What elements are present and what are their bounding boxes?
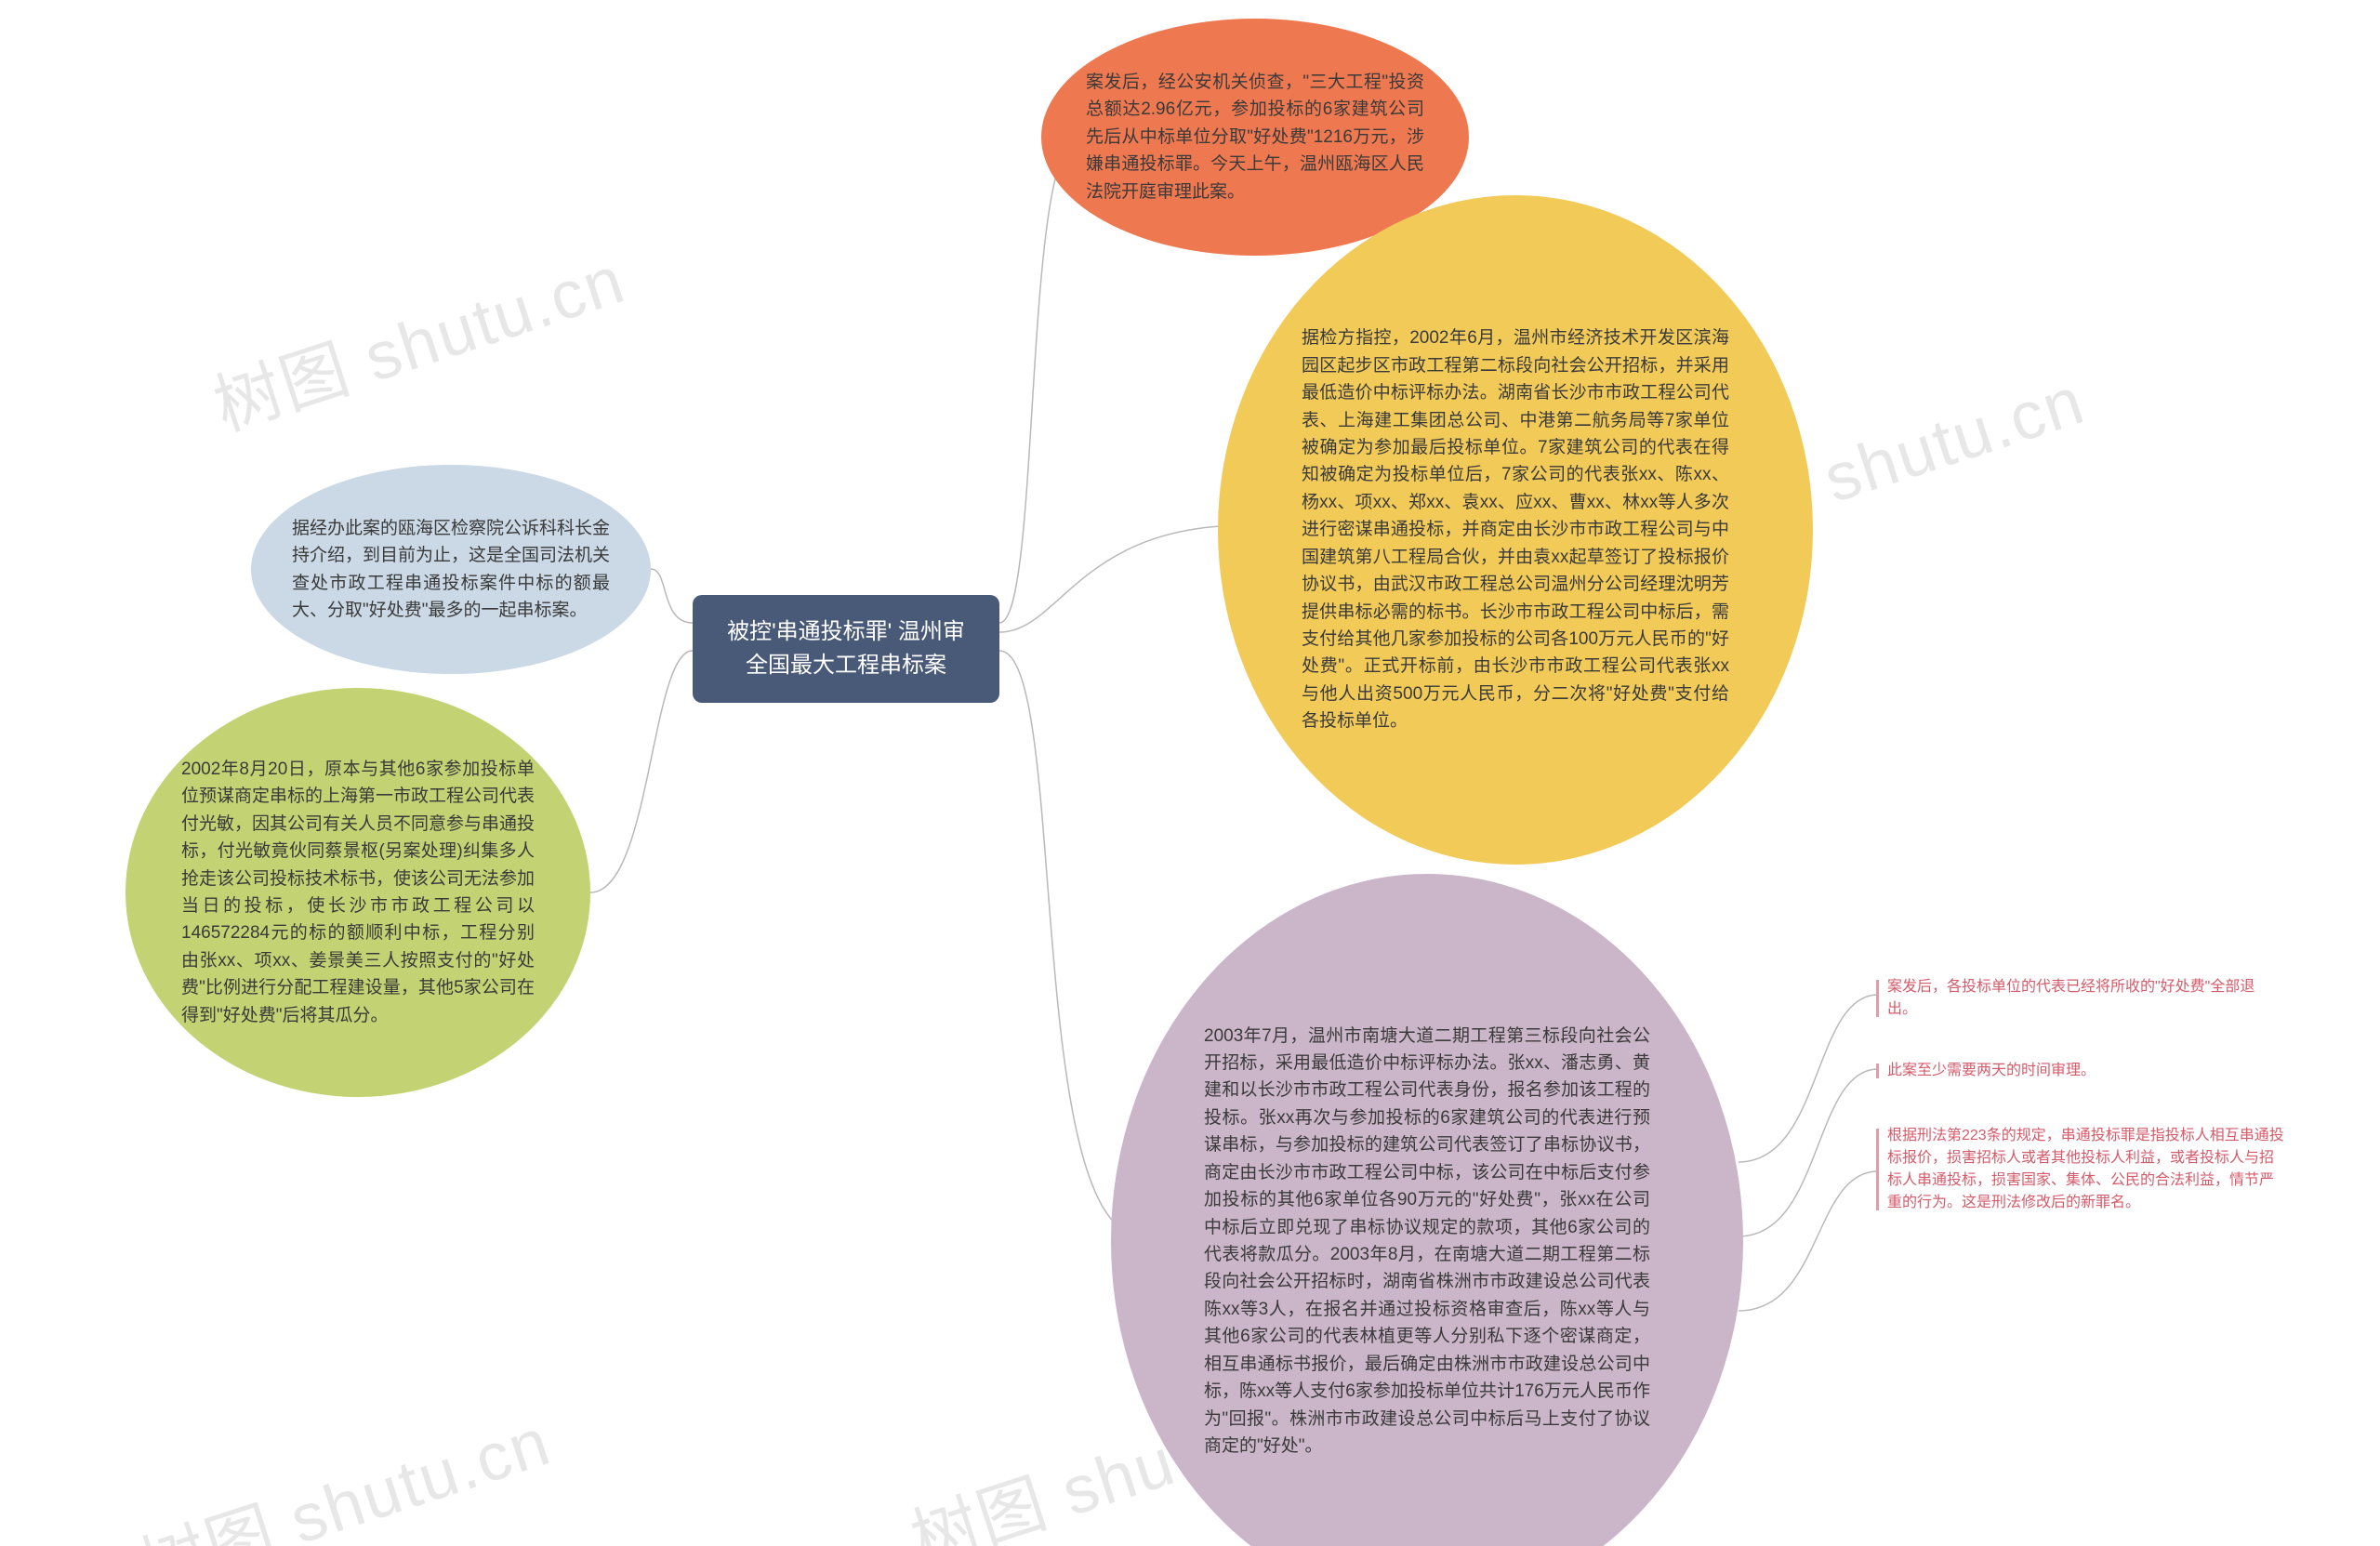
mindmap-canvas: 树图 shutu.cn 树图 shutu.cn 树图 shutu.cn 树图 s… [0, 0, 2380, 1546]
watermark: 树图 shutu.cn [126, 1387, 561, 1546]
side-note-3: 根据刑法第223条的规定，串通投标罪是指投标人相互串通投标报价，损害招标人或者其… [1887, 1125, 2287, 1214]
side-note-1: 案发后，各投标单位的代表已经将所收的"好处费"全部退出。 [1887, 976, 2278, 1021]
side-note-2: 此案至少需要两天的时间审理。 [1887, 1060, 2278, 1082]
branch-node-3[interactable]: 2003年7月，温州市南塘大道二期工程第三标段向社会公开招标，采用最低造价中标评… [1111, 874, 1743, 1546]
branch-node-5[interactable]: 2002年8月20日，原本与其他6家参加投标单位预谋商定串标的上海第一市政工程公… [126, 688, 590, 1097]
root-node[interactable]: 被控'串通投标罪' 温州审全国最大工程串标案 [693, 595, 999, 703]
branch-node-4[interactable]: 据经办此案的瓯海区检察院公诉科科长金持介绍，到目前为止，这是全国司法机关查处市政… [251, 465, 651, 674]
watermark: 树图 shutu.cn [200, 225, 635, 449]
branch-node-2[interactable]: 据检方指控，2002年6月，温州市经济技术开发区滨海园区起步区市政工程第二标段向… [1218, 195, 1813, 865]
